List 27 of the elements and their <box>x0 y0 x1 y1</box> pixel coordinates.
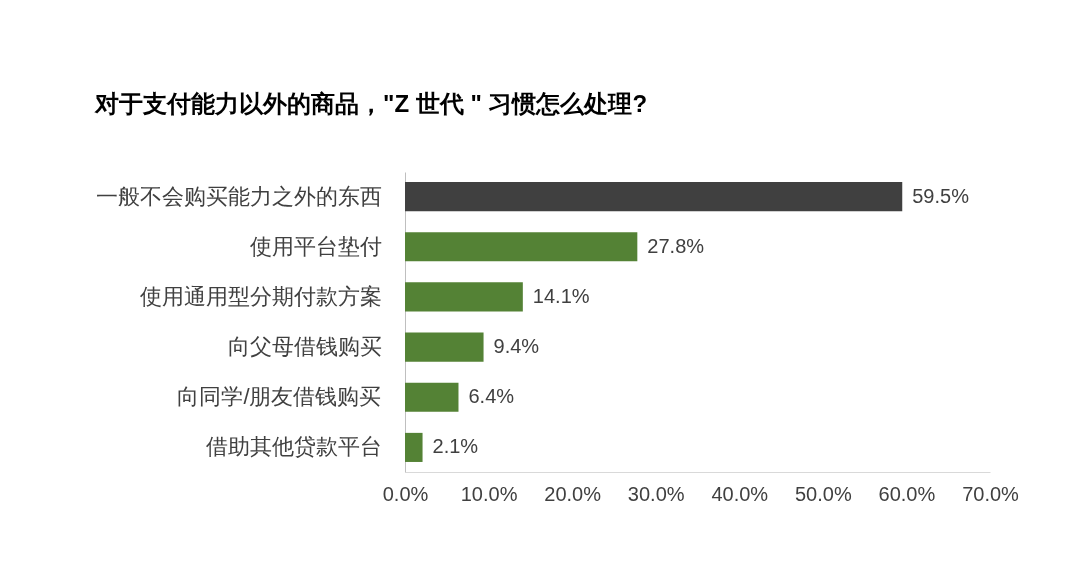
data-label: 14.1% <box>532 284 590 307</box>
bar <box>405 182 903 212</box>
data-label: 2.1% <box>432 435 479 458</box>
y-tick-label: 向父母借钱购买 <box>227 334 382 360</box>
bar <box>405 282 523 312</box>
data-label: 59.5% <box>912 184 970 207</box>
bar <box>405 432 423 462</box>
bar <box>405 382 459 412</box>
y-tick-label: 使用平台垫付 <box>249 233 382 259</box>
x-tick-label: 30.0% <box>627 482 685 505</box>
chart-title: 对于支付能力以外的商品，"Z 世代 " 习惯怎么处理? <box>94 90 648 117</box>
x-tick-label: 70.0% <box>962 482 1020 505</box>
x-tick-label: 0.0% <box>382 482 429 505</box>
y-tick-label: 借助其他贷款平台 <box>205 434 382 460</box>
x-tick-label: 40.0% <box>711 482 769 505</box>
x-tick-label: 10.0% <box>460 482 518 505</box>
y-tick-label: 使用通用型分期付款方案 <box>139 283 382 309</box>
y-tick-label: 一般不会购买能力之外的东西 <box>95 183 382 209</box>
data-label: 6.4% <box>468 385 515 408</box>
x-tick-label: 20.0% <box>544 482 602 505</box>
data-label: 27.8% <box>647 234 705 257</box>
x-tick-label: 50.0% <box>795 482 852 505</box>
bar <box>405 332 484 362</box>
bar <box>405 232 638 262</box>
y-tick-label: 向同学/朋友借钱购买 <box>177 384 382 410</box>
data-label: 9.4% <box>493 335 540 358</box>
x-tick-label: 60.0% <box>878 482 936 505</box>
